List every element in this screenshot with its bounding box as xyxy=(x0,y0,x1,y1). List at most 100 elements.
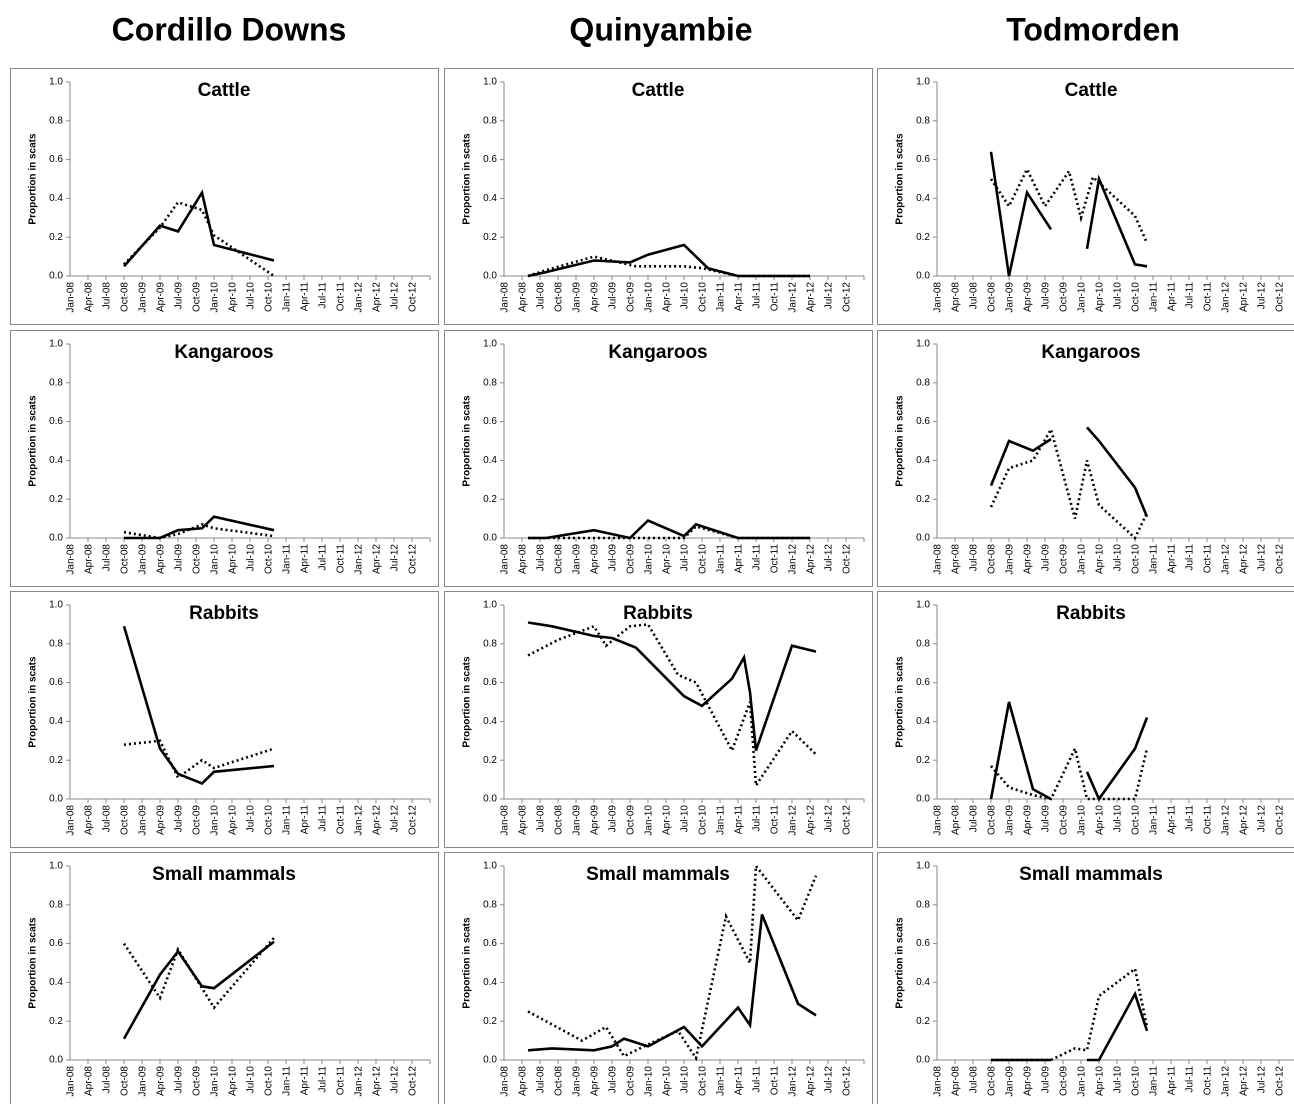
y-tick-label: 0.4 xyxy=(49,977,63,988)
x-tick-label: Apr-09 xyxy=(156,1066,167,1096)
series-line xyxy=(528,524,810,540)
series-line xyxy=(123,200,275,278)
x-tick-label: Jan-11 xyxy=(1149,805,1160,835)
x-tick-label: Jul-08 xyxy=(536,544,547,572)
x-tick-label: Jan-10 xyxy=(1077,544,1088,575)
y-tick-label: 0.2 xyxy=(483,755,497,766)
x-tick-label: Jan-12 xyxy=(788,544,799,575)
x-tick-label: Apr-09 xyxy=(1023,544,1034,574)
column-title: Quinyambie xyxy=(569,11,752,47)
panel-frame xyxy=(10,68,439,325)
x-tick-label: Oct-09 xyxy=(1059,1066,1070,1096)
x-tick-label: Jan-10 xyxy=(644,544,655,575)
x-tick-label: Apr-10 xyxy=(228,544,239,574)
x-tick-label: Jan-12 xyxy=(1221,544,1232,575)
x-tick-label: Jan-08 xyxy=(933,544,944,575)
x-tick-label: Oct-08 xyxy=(987,805,998,835)
y-tick-label: 0.6 xyxy=(916,416,930,427)
x-tick-label: Oct-12 xyxy=(1275,805,1286,835)
x-tick-label: Jan-10 xyxy=(1077,1066,1088,1097)
panel-title: Small mammals xyxy=(152,864,296,885)
panel-title: Cattle xyxy=(1065,80,1118,101)
x-tick-label: Oct-12 xyxy=(842,1066,853,1096)
y-tick-label: 0.8 xyxy=(916,899,930,910)
series-line xyxy=(989,166,1149,244)
x-tick-label: Oct-12 xyxy=(408,805,419,835)
x-tick-label: Oct-10 xyxy=(1131,544,1142,574)
panel-title: Kangaroos xyxy=(608,342,707,363)
x-tick-label: Jul-10 xyxy=(246,282,257,310)
x-tick-label: Oct-09 xyxy=(192,544,203,574)
x-tick-label: Jan-08 xyxy=(66,805,77,836)
x-tick-label: Apr-10 xyxy=(662,544,673,574)
x-tick-label: Apr-12 xyxy=(806,282,817,312)
x-tick-label: Apr-12 xyxy=(372,805,383,835)
x-tick-label: Jan-10 xyxy=(644,1066,655,1097)
y-tick-label: 1.0 xyxy=(49,77,63,88)
y-tick-label: 0.4 xyxy=(483,193,497,204)
x-tick-label: Jan-09 xyxy=(572,805,583,836)
series-line xyxy=(122,625,275,786)
series-line xyxy=(527,621,817,751)
series-line xyxy=(123,739,275,780)
x-tick-label: Jan-12 xyxy=(788,1066,799,1097)
x-tick-label: Oct-11 xyxy=(770,1066,781,1096)
x-tick-label: Jul-12 xyxy=(824,544,835,572)
y-tick-label: 0.2 xyxy=(49,232,63,243)
x-tick-label: Oct-09 xyxy=(1059,544,1070,574)
x-tick-label: Oct-11 xyxy=(770,282,781,312)
panel-frame xyxy=(877,68,1294,325)
y-tick-label: 0.8 xyxy=(49,115,63,126)
y-tick-label: 0.2 xyxy=(483,232,497,243)
x-tick-label: Oct-09 xyxy=(192,282,203,312)
x-tick-label: Apr-12 xyxy=(372,282,383,312)
y-tick-label: 0.0 xyxy=(916,533,930,544)
x-tick-label: Apr-11 xyxy=(300,805,311,835)
x-tick-label: Jul-12 xyxy=(390,544,401,572)
y-tick-label: 0.6 xyxy=(916,154,930,165)
series-line xyxy=(989,151,1148,277)
x-tick-label: Jul-09 xyxy=(608,282,619,310)
x-tick-label: Oct-10 xyxy=(698,1066,709,1096)
y-tick-label: 0.2 xyxy=(916,494,930,505)
x-tick-label: Jul-08 xyxy=(969,544,980,572)
x-tick-label: Jan-10 xyxy=(210,544,221,575)
y-tick-label: 0.8 xyxy=(483,638,497,649)
x-tick-label: Oct-08 xyxy=(120,1066,131,1096)
series-line xyxy=(123,523,275,540)
x-tick-label: Jul-11 xyxy=(1185,544,1196,571)
x-tick-label: Oct-12 xyxy=(1275,1066,1286,1096)
x-tick-label: Oct-12 xyxy=(1275,544,1286,574)
x-tick-label: Jul-10 xyxy=(1113,1066,1124,1094)
x-tick-label: Jul-09 xyxy=(1041,805,1052,833)
x-tick-label: Jan-09 xyxy=(138,805,149,836)
x-tick-label: Apr-09 xyxy=(590,544,601,574)
y-tick-label: 0.6 xyxy=(483,416,497,427)
y-axis-label: Proportion in scats xyxy=(28,656,39,748)
y-tick-label: 0.2 xyxy=(49,755,63,766)
y-axis-label: Proportion in scats xyxy=(462,133,473,225)
x-tick-label: Oct-12 xyxy=(842,282,853,312)
x-tick-label: Jul-10 xyxy=(1113,282,1124,310)
x-tick-label: Oct-08 xyxy=(554,282,565,312)
x-tick-label: Jan-10 xyxy=(644,282,655,313)
x-tick-label: Jan-12 xyxy=(1221,282,1232,313)
panel-frame xyxy=(10,852,439,1104)
panel: Kangaroos Proportion in scats 0.0 0.2 0.4 0.6… xyxy=(10,330,439,587)
panel: Rabbits Proportion in scats 0.0 0.2 0.4 0.6 0.… xyxy=(877,591,1294,848)
x-tick-label: Apr-11 xyxy=(1167,544,1178,574)
x-tick-label: Apr-10 xyxy=(1095,1066,1106,1096)
y-tick-label: 0.6 xyxy=(49,938,63,949)
x-tick-label: Jan-09 xyxy=(138,1066,149,1097)
x-tick-label: Jul-11 xyxy=(318,805,329,832)
y-tick-label: 0.0 xyxy=(49,533,63,544)
x-tick-label: Jul-11 xyxy=(752,282,763,309)
y-tick-label: 0.0 xyxy=(49,271,63,282)
x-tick-label: Oct-10 xyxy=(1131,805,1142,835)
y-tick-label: 0.4 xyxy=(916,977,930,988)
x-tick-label: Jul-09 xyxy=(1041,282,1052,310)
x-tick-label: Jan-08 xyxy=(500,805,511,836)
y-tick-label: 0.0 xyxy=(483,533,497,544)
x-tick-label: Jul-12 xyxy=(1257,544,1268,572)
y-tick-label: 0.0 xyxy=(483,271,497,282)
